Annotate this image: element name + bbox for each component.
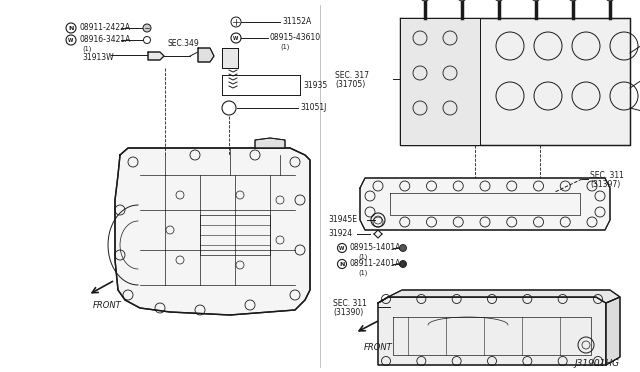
Polygon shape — [378, 297, 606, 365]
Text: 08915-43610: 08915-43610 — [270, 33, 321, 42]
Text: SEC.349: SEC.349 — [168, 39, 200, 48]
Circle shape — [457, 0, 467, 1]
Text: (31390): (31390) — [333, 308, 364, 317]
Text: (1): (1) — [280, 44, 289, 50]
Polygon shape — [255, 138, 285, 148]
Text: 08915-1401A: 08915-1401A — [350, 244, 401, 253]
Polygon shape — [115, 148, 310, 315]
Text: (31397): (31397) — [590, 180, 620, 189]
Text: SEC. 317: SEC. 317 — [335, 71, 369, 80]
Text: 08916-3421A: 08916-3421A — [79, 35, 131, 45]
Text: 31945E: 31945E — [328, 215, 357, 224]
Text: SEC. 311: SEC. 311 — [333, 298, 367, 308]
Text: 08911-2401A: 08911-2401A — [350, 260, 401, 269]
Circle shape — [605, 0, 615, 1]
Text: FRONT: FRONT — [93, 301, 122, 310]
Text: (1): (1) — [358, 270, 367, 276]
Circle shape — [568, 0, 578, 1]
Polygon shape — [198, 48, 214, 62]
Polygon shape — [606, 297, 620, 365]
Polygon shape — [222, 48, 238, 68]
Text: 31152A: 31152A — [282, 17, 311, 26]
Circle shape — [420, 0, 430, 1]
Text: FRONT: FRONT — [364, 343, 393, 352]
Text: 31935: 31935 — [303, 80, 327, 90]
Text: SEC. 311: SEC. 311 — [590, 170, 624, 180]
Circle shape — [399, 244, 406, 251]
Polygon shape — [400, 18, 630, 145]
Text: (1): (1) — [82, 46, 92, 52]
Polygon shape — [400, 18, 480, 145]
Text: J31901HG: J31901HG — [575, 359, 620, 368]
Text: W: W — [68, 38, 74, 42]
Circle shape — [399, 260, 406, 267]
Text: (1): (1) — [358, 254, 367, 260]
Circle shape — [494, 0, 504, 1]
Text: 31051J: 31051J — [300, 103, 326, 112]
Text: (31705): (31705) — [335, 80, 365, 89]
Circle shape — [143, 24, 151, 32]
Text: 08911-2422A: 08911-2422A — [79, 23, 130, 32]
Polygon shape — [360, 178, 610, 230]
Polygon shape — [378, 290, 620, 303]
Text: N: N — [68, 26, 74, 31]
Polygon shape — [148, 52, 164, 60]
Text: 31913W: 31913W — [82, 54, 114, 62]
Text: W: W — [234, 35, 239, 41]
Text: W: W — [339, 246, 345, 250]
Text: N: N — [339, 262, 345, 266]
Text: 31924: 31924 — [328, 230, 352, 238]
Circle shape — [531, 0, 541, 1]
